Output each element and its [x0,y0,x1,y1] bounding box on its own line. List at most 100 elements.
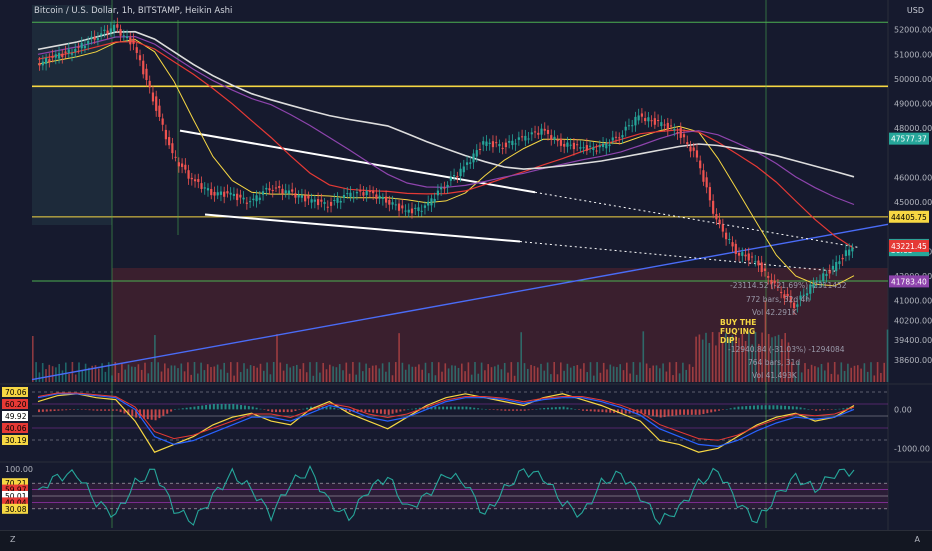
macd-hist-bar [57,409,60,411]
candle-body [135,47,138,53]
volume-bar [827,362,829,382]
candle-body [362,192,365,196]
volume-bar [593,375,595,382]
candle-body [783,294,786,299]
volume-bar [173,365,176,382]
candle-body [614,136,618,138]
volume-bar [220,369,222,382]
candle-body [158,105,161,117]
candle-body [449,177,452,181]
macd-hist-bar [819,409,822,411]
candle-body [372,190,375,194]
macd-hist-bar [492,409,495,410]
volume-bar [734,335,737,382]
volume-bar [269,374,272,382]
candle-body [747,253,750,261]
candle-body [618,137,621,139]
rsi-left-tag-bg [2,484,28,495]
volume-bar [431,362,433,382]
macd-hist-bar [605,409,608,413]
candle-body [142,60,145,75]
candle-body [770,279,773,285]
macd-hist-bar [395,409,398,413]
macd-hist-bar [286,409,289,413]
volume-bar [157,362,159,382]
candle-body [177,162,180,167]
volume-bar [619,364,621,382]
zoom-button[interactable]: Z [10,535,16,544]
volume-bar [748,332,750,382]
volume-bar [418,364,420,382]
price-tag-label: 47577.37 [891,135,927,144]
candle-body [232,193,236,196]
volume-bar [754,332,757,382]
candle-body [391,202,394,205]
volume-bar [833,362,836,382]
currency-label[interactable]: USD [906,6,924,15]
macd-hist-bar [446,406,448,410]
volume-bar [527,368,529,382]
macd-hist-bar [391,409,394,414]
auto-scale-button[interactable]: A [914,535,920,544]
candle-body [724,232,728,240]
candle-body [537,132,540,135]
volume-bar [404,369,407,382]
macd-hist-bar [383,409,386,415]
macd-hist-bar [154,409,157,421]
candle-body [80,42,83,49]
macd-hist-bar [519,409,522,411]
volume-bar [840,362,843,382]
volume-bar [299,368,301,382]
macd-hist-bar [72,409,75,410]
candle-body [174,156,177,158]
volume-bar [787,342,790,382]
candle-body [543,128,546,131]
macd-hist-bar [846,407,849,410]
candle-body [112,24,116,32]
candle-body [469,162,472,164]
macd-hist-bar [593,409,596,412]
macd-hist-bar [76,409,79,410]
macd-hist-bar [834,409,837,410]
candle-body [265,187,268,190]
volume-bar [880,372,882,382]
macd-hist-bar [247,406,250,410]
candle-body [223,191,226,197]
macd-hist-bar [216,403,219,410]
macd-hist-bar [135,409,138,418]
volume-bar [695,336,697,382]
macd-left-tag: 30.19 [5,436,27,445]
volume-bar [154,335,156,382]
macd-hist-bar [706,409,709,414]
volume-bar [424,362,427,382]
volume-bar [259,363,262,382]
candle-body [624,126,627,131]
volume-bar [348,373,351,382]
candle-body [815,281,818,283]
candle-body [533,131,537,133]
candle-body [627,125,631,127]
macd-hist-bar [333,407,336,410]
macd-hist-bar [263,409,266,410]
macd-hist-bar [826,409,829,410]
volume-bar [800,372,803,382]
macd-hist-bar [741,406,744,410]
price-tag-bg [889,210,929,223]
candle-body [611,137,614,141]
volume-bar [233,375,235,382]
candle-body [569,144,572,146]
volume-bar [385,371,387,382]
volume-bar [731,335,734,382]
macd-hist-bar [484,409,487,410]
candle-body [465,162,469,165]
volume-bar [484,370,486,382]
candle-body [822,273,825,282]
volume-bar [665,371,668,382]
candle-body [61,53,64,57]
macd-hist-bar [795,406,798,410]
volume-bar [606,369,608,382]
volume-bar [147,373,150,382]
macd-hist-bar [453,406,456,410]
